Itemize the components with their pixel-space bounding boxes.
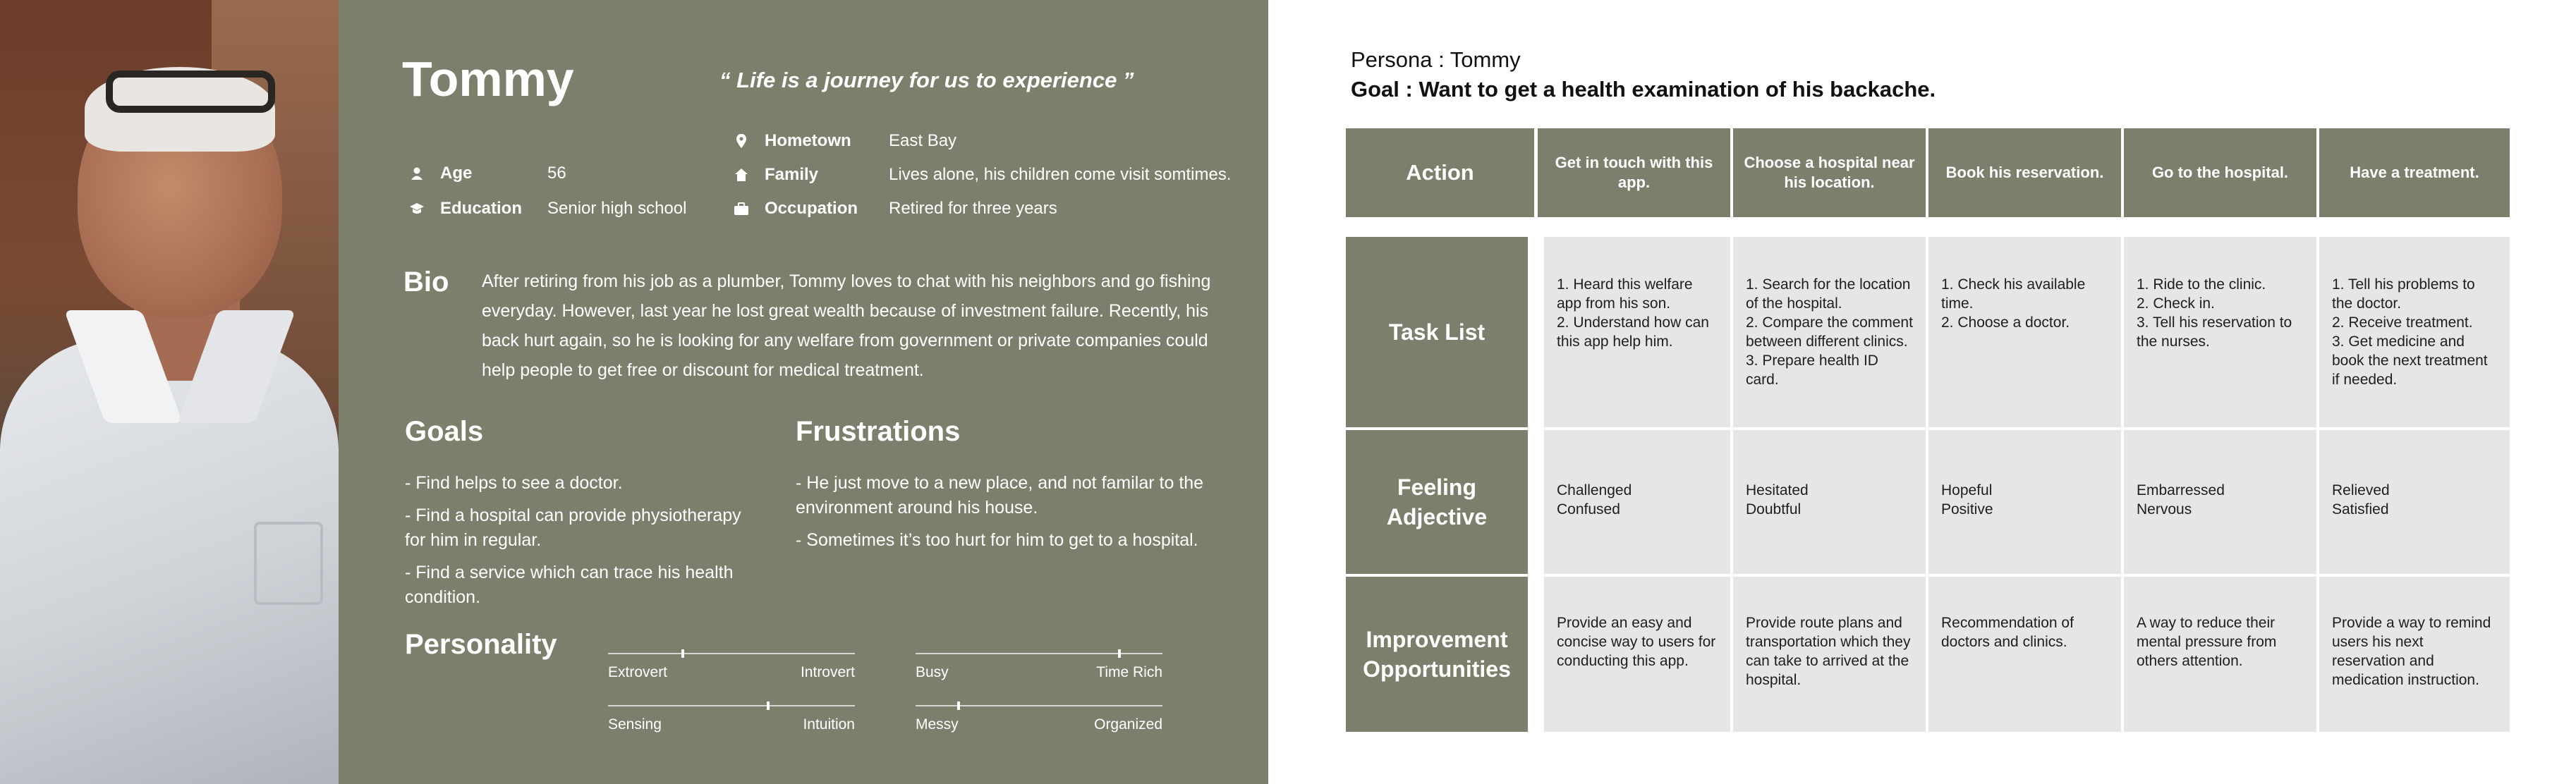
family-value: Lives alone, his children come visit som… (889, 165, 1232, 184)
persona-name: Tommy (402, 51, 574, 106)
family-label: Family (765, 165, 819, 184)
frustration-item: - Sometimes it’s too hurt for him to get… (796, 530, 1198, 550)
row-label-feeling: Feeling Adjective (1346, 430, 1528, 574)
graduation-cap-icon (409, 201, 425, 216)
occupation-row: Occupation Retired for three years (734, 199, 1057, 219)
improvement-cell: Provide an easy and concise way to users… (1544, 577, 1730, 732)
action-step: Get in touch with this app. (1538, 128, 1730, 217)
slider-left-label: Extrovert (608, 664, 668, 680)
education-label: Education (440, 199, 523, 218)
feeling-cell: Challenged Confused (1544, 430, 1730, 574)
persona-line: Persona : Tommy (1351, 47, 1521, 72)
occupation-label: Occupation (765, 199, 858, 218)
slider-knob (956, 702, 960, 710)
task-cell: 1. Tell his problems to the doctor. 2. R… (2319, 237, 2510, 427)
slider-right-label: Intuition (803, 716, 855, 733)
age-row: Age 56 (409, 164, 566, 183)
goal-item: - Find a hospital can provide physiother… (405, 506, 741, 550)
persona-quote: “ Life is a journey for us to experience… (719, 68, 1134, 92)
frustrations-title: Frustrations (796, 416, 961, 447)
action-step: Book his reservation. (1928, 128, 2121, 217)
briefcase-icon (734, 201, 749, 216)
feeling-cell: Hesitated Doubtful (1733, 430, 1926, 574)
goal-item: - Find helps to see a doctor. (405, 473, 623, 493)
goal-line: Goal : Want to get a health examination … (1351, 77, 1936, 102)
personality-slider: Messy Organized (916, 702, 1162, 747)
task-cell: 1. Heard this welfare app from his son. … (1544, 237, 1730, 427)
slider-left-label: Sensing (608, 716, 662, 733)
improvement-cell: Provide route plans and transportation w… (1733, 577, 1926, 732)
row-label-task-list: Task List (1346, 237, 1528, 427)
bio-text: After retiring from his job as a plumber… (482, 271, 1211, 380)
feeling-cell: Relieved Satisfied (2319, 430, 2510, 574)
hometown-value: East Bay (889, 131, 957, 150)
slider-right-label: Time Rich (1096, 664, 1162, 680)
personality-slider: Extrovert Introvert (608, 649, 855, 695)
persona-card: Tommy “ Life is a journey for us to expe… (339, 0, 1268, 784)
age-value: 56 (547, 164, 566, 183)
task-cell: 1. Check his available time. 2. Choose a… (1928, 237, 2121, 427)
journey-heading: Persona : Tommy Goal : Want to get a hea… (1351, 45, 1936, 104)
house-icon (734, 167, 749, 183)
slider-right-label: Organized (1094, 716, 1162, 733)
slider-left-label: Busy (916, 664, 949, 680)
family-row: Family Lives alone, his children come vi… (734, 165, 1232, 185)
row-label-improvement: Improvement Opportunities (1346, 577, 1528, 732)
action-header: Action (1346, 128, 1534, 217)
education-row: Education Senior high school (409, 199, 686, 219)
action-step: Choose a hospital near his location. (1733, 128, 1926, 217)
hometown-label: Hometown (765, 131, 851, 150)
improvement-cell: Provide a way to remind users his next r… (2319, 577, 2510, 732)
age-label: Age (440, 164, 473, 183)
hometown-row: Hometown East Bay (734, 131, 956, 151)
improvement-cell: A way to reduce their mental pressure fr… (2124, 577, 2316, 732)
slider-knob (1118, 649, 1122, 658)
slider-knob (681, 649, 684, 658)
education-value: Senior high school (547, 199, 687, 218)
action-step: Have a treatment. (2319, 128, 2510, 217)
feeling-cell: Embarressed Nervous (2124, 430, 2316, 574)
task-cell: 1. Ride to the clinic. 2. Check in. 3. T… (2124, 237, 2316, 427)
action-step: Go to the hospital. (2124, 128, 2316, 217)
task-cell: 1. Search for the location of the hospit… (1733, 237, 1926, 427)
bio-title: Bio (403, 267, 449, 298)
improvement-cell: Recommendation of doctors and clinics. (1928, 577, 2121, 732)
feeling-cell: Hopeful Positive (1928, 430, 2121, 574)
personality-slider: Busy Time Rich (916, 649, 1162, 695)
goals-list: - Find helps to see a doctor. - Find a h… (405, 471, 758, 618)
slider-left-label: Messy (916, 716, 959, 733)
person-icon (409, 166, 425, 181)
slider-knob (766, 702, 770, 710)
occupation-value: Retired for three years (889, 199, 1057, 218)
map-pin-icon (734, 133, 749, 149)
goals-title: Goals (405, 416, 484, 447)
slider-right-label: Introvert (800, 664, 855, 680)
personality-title: Personality (405, 629, 557, 660)
persona-photo (0, 0, 339, 784)
personality-slider: Sensing Intuition (608, 702, 855, 747)
goal-item: - Find a service which can trace his hea… (405, 563, 734, 607)
frustration-item: - He just move to a new place, and not f… (796, 473, 1204, 517)
frustrations-list: - He just move to a new place, and not f… (796, 471, 1212, 561)
